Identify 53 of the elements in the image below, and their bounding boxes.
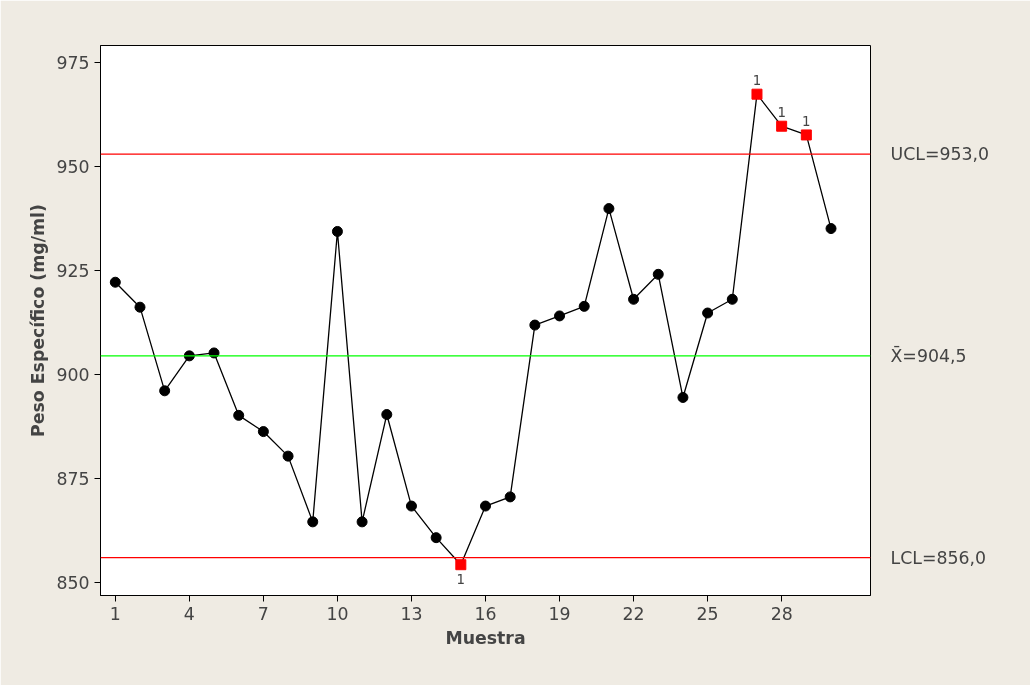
point [257, 426, 269, 438]
annotation: 1 [752, 73, 762, 89]
x-tick-label: 25 [696, 603, 719, 624]
point [282, 450, 294, 462]
y-tick-label: 950 [56, 157, 90, 178]
x-tick-label: 13 [400, 603, 423, 624]
point [430, 532, 442, 544]
x-tick-label: 22 [622, 603, 645, 624]
annotation: 1 [777, 105, 786, 121]
x-axis-title: Muestra [445, 627, 526, 648]
annotation: 1 [802, 113, 811, 129]
point [751, 88, 763, 100]
y-axis-title: Peso Específico (mg/ml) [28, 204, 49, 437]
point [726, 293, 738, 305]
point [554, 310, 566, 322]
point [109, 276, 121, 288]
x-tick-label: 16 [474, 603, 497, 624]
point [776, 120, 788, 132]
point [405, 500, 417, 512]
x-tick-label: 4 [183, 603, 195, 624]
point [702, 307, 714, 319]
y-tick-label: 900 [56, 365, 90, 386]
x-tick-label: 19 [548, 603, 571, 624]
point [134, 301, 146, 313]
point [455, 559, 467, 571]
point [233, 409, 245, 421]
point [628, 293, 640, 305]
point [529, 319, 541, 331]
point [381, 409, 393, 421]
point [504, 491, 516, 503]
point [159, 385, 171, 397]
point [800, 129, 812, 141]
point [331, 225, 343, 237]
point [825, 223, 837, 235]
point [480, 500, 491, 512]
annotation: 1 [456, 571, 466, 587]
point [356, 516, 368, 528]
y-tick-label: 875 [56, 469, 90, 490]
point [603, 203, 615, 215]
point [307, 516, 319, 528]
x-tick-label: 10 [326, 603, 349, 624]
point [652, 268, 664, 280]
x-tick-label: 7 [257, 603, 269, 624]
y-tick-label: 975 [56, 53, 90, 74]
ref-line-label: X̄=904,5 [890, 344, 967, 366]
point [677, 391, 689, 403]
y-tick-label: 850 [56, 573, 90, 594]
y-tick-label: 925 [56, 261, 90, 282]
x-tick-label: 28 [770, 603, 793, 624]
point [578, 300, 590, 312]
ref-line-label: LCL=856,0 [890, 547, 987, 568]
x-tick-label: 1 [109, 603, 121, 624]
ref-line-label: UCL=953,0 [890, 144, 990, 165]
